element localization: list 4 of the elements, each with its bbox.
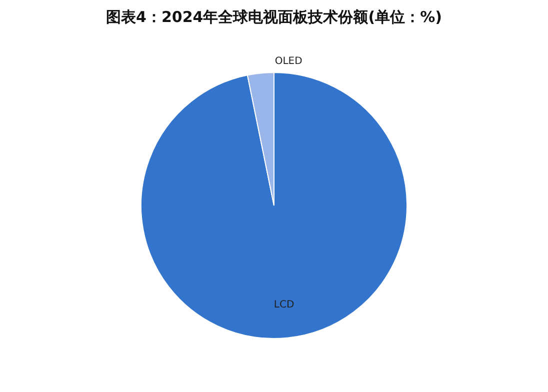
slice-label: LCD — [274, 300, 294, 311]
slice-label: OLED — [274, 56, 303, 68]
pie-slice — [140, 72, 408, 339]
chart-title: 图表4：2024年全球电视面板技术份额(单位：%) — [106, 8, 442, 26]
